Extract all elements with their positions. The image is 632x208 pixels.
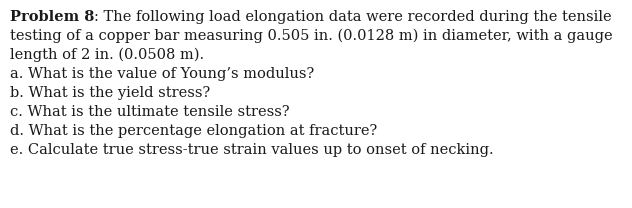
Text: length of 2 in. (0.0508 m).: length of 2 in. (0.0508 m). <box>10 48 204 62</box>
Text: d. What is the percentage elongation at fracture?: d. What is the percentage elongation at … <box>10 124 377 138</box>
Text: testing of a copper bar measuring 0.505 in. (0.0128 m) in diameter, with a gauge: testing of a copper bar measuring 0.505 … <box>10 29 612 43</box>
Text: Problem 8: Problem 8 <box>10 10 94 24</box>
Text: b. What is the yield stress?: b. What is the yield stress? <box>10 86 210 100</box>
Text: e. Calculate true stress-true strain values up to onset of necking.: e. Calculate true stress-true strain val… <box>10 143 494 157</box>
Text: c. What is the ultimate tensile stress?: c. What is the ultimate tensile stress? <box>10 105 289 119</box>
Text: : The following load elongation data were recorded during the tensile: : The following load elongation data wer… <box>94 10 612 24</box>
Text: a. What is the value of Young’s modulus?: a. What is the value of Young’s modulus? <box>10 67 314 81</box>
